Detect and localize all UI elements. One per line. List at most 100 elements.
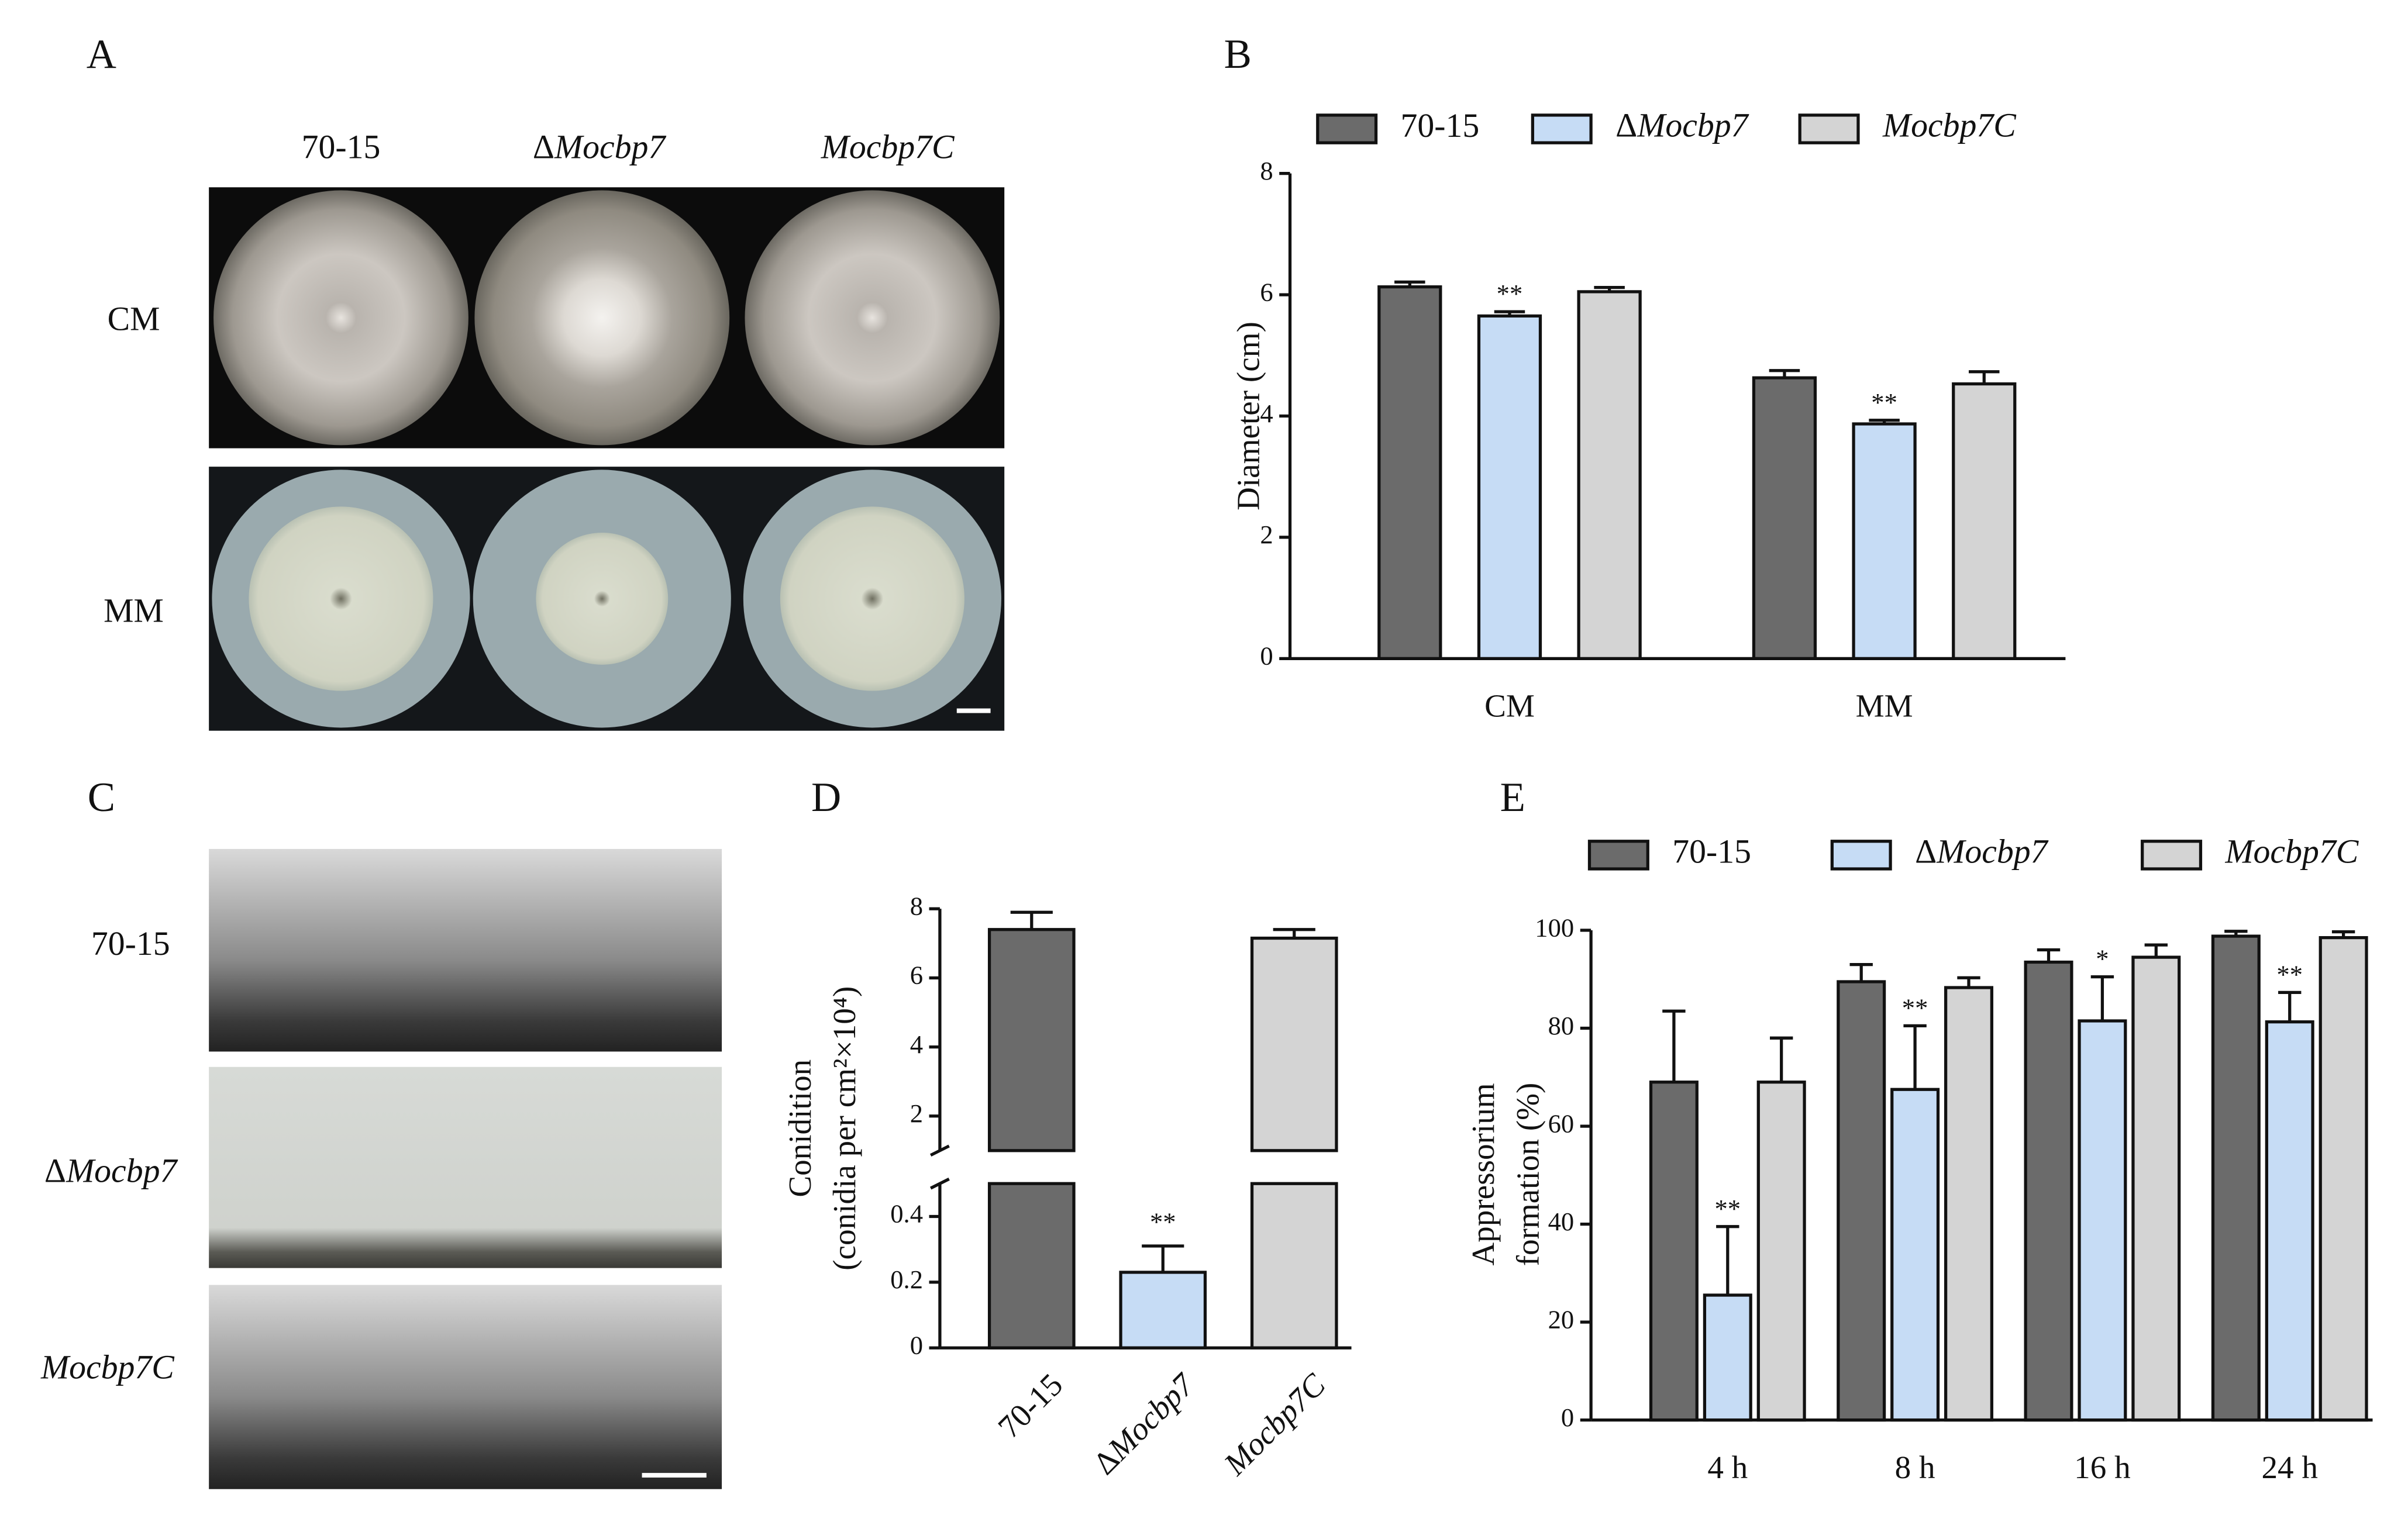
x-tick-label: MM [1856,688,1913,724]
bar [1703,1293,1752,1422]
legend-label: ΔMocbp7 [1615,108,1749,144]
bar [2319,936,2368,1422]
bar [1577,290,1642,660]
row-label: ΔMocbp7 [44,1153,178,1190]
column-label: 70-15 [302,129,381,166]
bar [1852,422,1917,660]
photo [209,1066,722,1268]
panel-label: E [1500,775,1525,820]
legend-label: Mocbp7C [1882,108,2017,144]
bar [2131,955,2181,1422]
legend-swatch [1830,840,1892,871]
significance-label: ** [1902,993,1928,1022]
axis-break [929,1178,950,1190]
photo [209,1285,722,1489]
significance-label: ** [1497,279,1523,308]
x-tick-label: 16 h [2074,1449,2130,1485]
y-tick-label: 0 [1561,1403,1574,1432]
bar [1250,936,1338,1152]
significance-label: * [2096,944,2109,974]
y-tick-label: 6 [1260,277,1273,306]
legend-swatch [1587,840,1649,871]
y-tick-label: 0 [910,1330,923,1359]
legend-swatch [1798,113,1860,144]
y-tick-label: 2 [1260,520,1273,549]
legend-swatch [1531,113,1593,144]
panel-label: A [87,32,116,77]
y-tick-label: 40 [1548,1207,1575,1236]
plate [213,190,468,446]
y-tick-label: 8 [1260,156,1273,185]
bar [1837,980,1886,1422]
y-tick-label: 60 [1548,1109,1575,1138]
bar [1756,1081,1806,1422]
y-axis-label: Appressorium [1465,1083,1501,1265]
y-tick-label: 0.2 [890,1265,923,1294]
significance-label: ** [1871,388,1897,417]
bar [1119,1271,1207,1349]
bar [1952,382,2017,660]
x-tick-label: CM [1484,688,1535,724]
colony [780,506,964,691]
legend-label: ΔMocbp7 [1915,834,2049,871]
legend-label: 70-15 [1672,834,1751,871]
bar [2078,1019,2127,1422]
photo [209,848,722,1052]
x-tick-label: 24 h [2261,1449,2317,1485]
column-label: ΔMocbp7 [533,129,667,166]
x-tick-label: 8 h [1895,1449,1935,1485]
bar [1649,1081,1699,1422]
y-tick-label: 80 [1548,1011,1575,1040]
legend-label: 70-15 [1401,108,1480,144]
y-axis-label: formation (%) [1510,1083,1545,1266]
panel-c-photos [209,848,722,1489]
row-label: Mocbp7C [40,1349,175,1386]
x-tick-label: 70-15 [991,1366,1069,1445]
bar [1477,314,1542,660]
plate [474,190,730,446]
y-tick-label: 2 [910,1099,923,1128]
y-tick-label: 100 [1535,913,1574,942]
y-tick-label: 0 [1260,641,1273,671]
x-tick-label: 4 h [1707,1449,1748,1485]
y-tick-label: 20 [1548,1304,1575,1334]
column-label: Mocbp7C [821,129,955,166]
bar [2265,1020,2314,1422]
row-label: MM [104,592,164,629]
plate [745,190,1000,446]
x-tick-label: Mocbp7C [1217,1366,1332,1482]
colony [536,533,669,665]
bar [2024,960,2073,1422]
legend-swatch [2141,840,2203,871]
y-tick-label: 0.4 [890,1199,923,1228]
bar [987,1182,1076,1349]
row-label: 70-15 [91,926,170,962]
panel-label: D [811,775,841,820]
significance-label: ** [1714,1194,1741,1223]
bar [1250,1182,1338,1349]
panel-label: B [1224,32,1252,77]
panel-label: C [88,775,115,820]
bar [1890,1088,1940,1422]
bar [1752,376,1817,660]
significance-label: ** [2276,959,2303,989]
axis-break [929,1144,950,1157]
colony [249,506,433,691]
y-tick-label: 4 [910,1030,923,1059]
y-tick-label: 4 [1260,399,1273,428]
significance-label: ** [1150,1207,1176,1237]
bar [987,928,1076,1152]
y-tick-label: 6 [910,961,923,990]
bar [1377,285,1442,660]
x-tick-label: ΔMocbp7 [1086,1366,1202,1482]
row-label: CM [108,301,160,338]
bar [1944,986,1994,1422]
y-axis-label: Diameter (cm) [1231,322,1266,510]
legend-swatch [1316,113,1378,144]
y-axis-label: Conidition [782,1059,818,1197]
bar [2211,934,2261,1422]
y-axis-label: (conidia per cm²×10⁴) [826,986,862,1271]
y-tick-label: 8 [910,892,923,921]
legend-label: Mocbp7C [2224,834,2359,871]
